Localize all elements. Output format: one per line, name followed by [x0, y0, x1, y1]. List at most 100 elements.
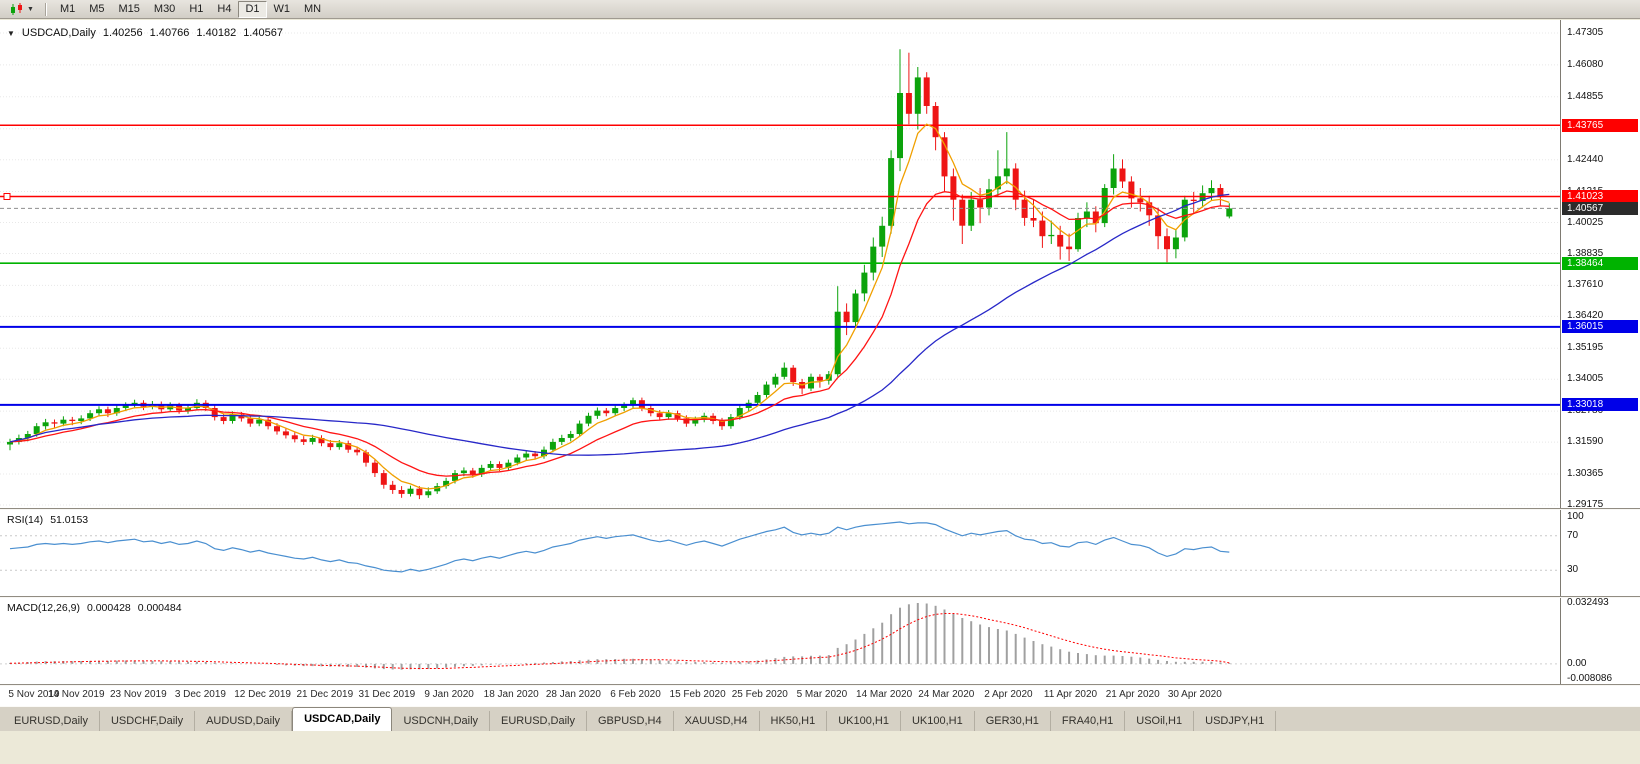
- time-axis-label: 2 Apr 2020: [984, 689, 1033, 700]
- timeframe-button-m15[interactable]: M15: [118, 2, 140, 15]
- chart-tab-eurusd-daily[interactable]: EURUSD,Daily: [3, 711, 100, 731]
- time-axis-label: 12 Dec 2019: [234, 689, 291, 700]
- price-badge: 1.43765: [1562, 118, 1638, 132]
- axis-label: 100: [1567, 511, 1584, 522]
- timeframe-button-w1[interactable]: W1: [273, 2, 291, 15]
- axis-label: 1.29175: [1567, 499, 1604, 510]
- chart-tabbar: EURUSD,Daily USDCHF,Daily AUDUSD,Daily USDC…: [0, 706, 1640, 731]
- time-axis-label: 30 Apr 2020: [1167, 689, 1222, 700]
- time-axis-label: 21 Dec 2019: [296, 689, 354, 700]
- chart-tab-uk100-h1[interactable]: UK100,H1: [901, 711, 975, 731]
- time-axis-label: 9 Jan 2020: [424, 689, 474, 700]
- axis-label: 1.30365: [1567, 468, 1604, 479]
- chart-tab-fra40-h1[interactable]: FRA40,H1: [1051, 711, 1126, 731]
- axis-label: 1.37610: [1567, 279, 1604, 291]
- time-axis-label: 3 Dec 2019: [174, 689, 226, 700]
- time-axis[interactable]: 5 Nov 2019 14 Nov 2019 23 Nov 2019 3 Dec 20…: [0, 685, 1640, 706]
- chart-tab-hk50-h1[interactable]: HK50,H1: [760, 711, 828, 731]
- axis-label: 1.38835: [1567, 247, 1604, 259]
- axis-label: 0.00: [1567, 657, 1587, 669]
- time-axis-label: 23 Nov 2019: [109, 689, 167, 700]
- main-price-chart[interactable]: [0, 20, 1560, 508]
- axis-label: 1.42440: [1567, 153, 1604, 165]
- timeframe-button-h1[interactable]: H1: [189, 2, 204, 15]
- time-axis-label: 28 Jan 2020: [545, 689, 601, 700]
- status-area: [0, 731, 1640, 764]
- macd-name: MACD(12,26,9): [7, 602, 80, 614]
- chart-title: ▼ USDCAD,Daily 1.40256 1.40766 1.40182 1…: [7, 27, 283, 39]
- toolbar-separator: [44, 2, 47, 16]
- chart-tab-xauusd-h4[interactable]: XAUUSD,H4: [674, 711, 760, 731]
- chart-tab-audusd-daily[interactable]: AUDUSD,Daily: [195, 711, 293, 731]
- timeframe-button-m30[interactable]: M30: [153, 2, 176, 15]
- rsi-label: RSI(14) 51.0153: [7, 514, 88, 526]
- rsi-name: RSI(14): [7, 514, 44, 526]
- chart-type-button[interactable]: ▼: [4, 1, 39, 18]
- chart-tab-ger30-h1[interactable]: GER30,H1: [975, 711, 1051, 731]
- price-badge: 1.33018: [1562, 398, 1638, 412]
- axis-label: -0.008086: [1567, 673, 1613, 684]
- macd-panel[interactable]: [0, 598, 1560, 684]
- price-badge: 1.40567: [1562, 201, 1638, 215]
- timeframe-button-h4[interactable]: H4: [217, 2, 232, 15]
- price-axis[interactable]: 1.473051.460801.448551.436301.424401.412…: [1560, 20, 1640, 685]
- timeframe-button-mn[interactable]: MN: [304, 2, 322, 15]
- axis-label: 1.34005: [1567, 373, 1604, 385]
- axis-label: 0.032493: [1567, 597, 1609, 608]
- chart-tab-usoil-h1[interactable]: USOil,H1: [1125, 711, 1195, 731]
- timeframe-button-m5[interactable]: M5: [89, 2, 105, 15]
- ohlc-close: 1.40567: [243, 27, 283, 39]
- time-axis-label: 6 Feb 2020: [610, 689, 661, 700]
- axis-label: 30: [1567, 564, 1579, 576]
- chart-tab-usdjpy-h1[interactable]: USDJPY,H1: [1194, 711, 1277, 731]
- panel-divider: [0, 684, 1640, 685]
- chart-tab-gbpusd-h4[interactable]: GBPUSD,H4: [587, 711, 674, 731]
- chart-tab-usdchf-daily[interactable]: USDCHF,Daily: [100, 711, 196, 731]
- chart-tab-usdcad-daily[interactable]: USDCAD,Daily: [292, 707, 393, 731]
- ohlc-low: 1.40182: [196, 27, 237, 39]
- ohlc-open: 1.40256: [102, 27, 143, 39]
- timeframe-group: M1 M5 M15 M30 H1 H4 D1 W1 MN: [53, 0, 328, 18]
- price-badge: 1.41023: [1562, 190, 1638, 203]
- ohlc-high: 1.40766: [149, 27, 190, 39]
- chart-tab-usdcnh-daily[interactable]: USDCNH,Daily: [392, 711, 491, 731]
- time-axis-label: 11 Apr 2020: [1043, 689, 1098, 700]
- price-badge: 1.38464: [1562, 256, 1638, 270]
- time-axis-label: 24 Mar 2020: [918, 689, 975, 700]
- rsi-value: 51.0153: [50, 514, 89, 526]
- time-axis-label: 21 Apr 2020: [1105, 689, 1160, 700]
- panel-divider[interactable]: [0, 596, 1640, 597]
- top-toolbar: ▼ M1 M5 M15 M30 H1 H4 D1 W1 MN: [0, 0, 1640, 19]
- axis-label: 1.35195: [1567, 342, 1604, 354]
- timeframe-button-d1[interactable]: D1: [238, 0, 267, 18]
- chart-menu-icon[interactable]: ▼: [7, 28, 15, 38]
- axis-label: 1.31590: [1567, 436, 1604, 448]
- axis-label: 1.36420: [1567, 310, 1604, 322]
- axis-label: 70: [1567, 529, 1579, 541]
- time-axis-label: 25 Feb 2020: [731, 689, 788, 700]
- chart-symbol-label: USDCAD,Daily: [21, 27, 96, 39]
- time-axis-label: 5 Mar 2020: [796, 689, 848, 700]
- axis-label: 1.44855: [1567, 90, 1604, 102]
- time-axis-label: 18 Jan 2020: [483, 689, 539, 700]
- candlestick-chart-icon: [11, 2, 22, 15]
- panel-divider[interactable]: [0, 508, 1640, 509]
- chart-window: ▼ USDCAD,Daily 1.40256 1.40766 1.40182 1…: [0, 20, 1640, 706]
- timeframe-button-m1[interactable]: M1: [59, 2, 76, 15]
- time-axis-label: 5 Nov 2019: [8, 689, 60, 700]
- macd-signal-value: 0.000484: [137, 602, 182, 614]
- rsi-panel[interactable]: [0, 510, 1560, 596]
- time-axis-label: 14 Mar 2020: [856, 689, 913, 700]
- chart-tab-uk100-h1[interactable]: UK100,H1: [827, 711, 901, 731]
- time-axis-label: 15 Feb 2020: [669, 689, 726, 700]
- macd-value: 0.000428: [86, 602, 131, 614]
- chart-tab-eurusd-daily[interactable]: EURUSD,Daily: [490, 711, 587, 731]
- axis-label: 1.46080: [1567, 58, 1604, 70]
- axis-label: 1.40025: [1567, 216, 1604, 228]
- axis-label: 1.47305: [1567, 27, 1604, 38]
- price-badge: 1.36015: [1562, 320, 1638, 334]
- macd-label: MACD(12,26,9) 0.000428 0.000484: [7, 602, 182, 614]
- dropdown-caret-icon: ▼: [27, 5, 34, 13]
- time-axis-label: 31 Dec 2019: [358, 689, 416, 700]
